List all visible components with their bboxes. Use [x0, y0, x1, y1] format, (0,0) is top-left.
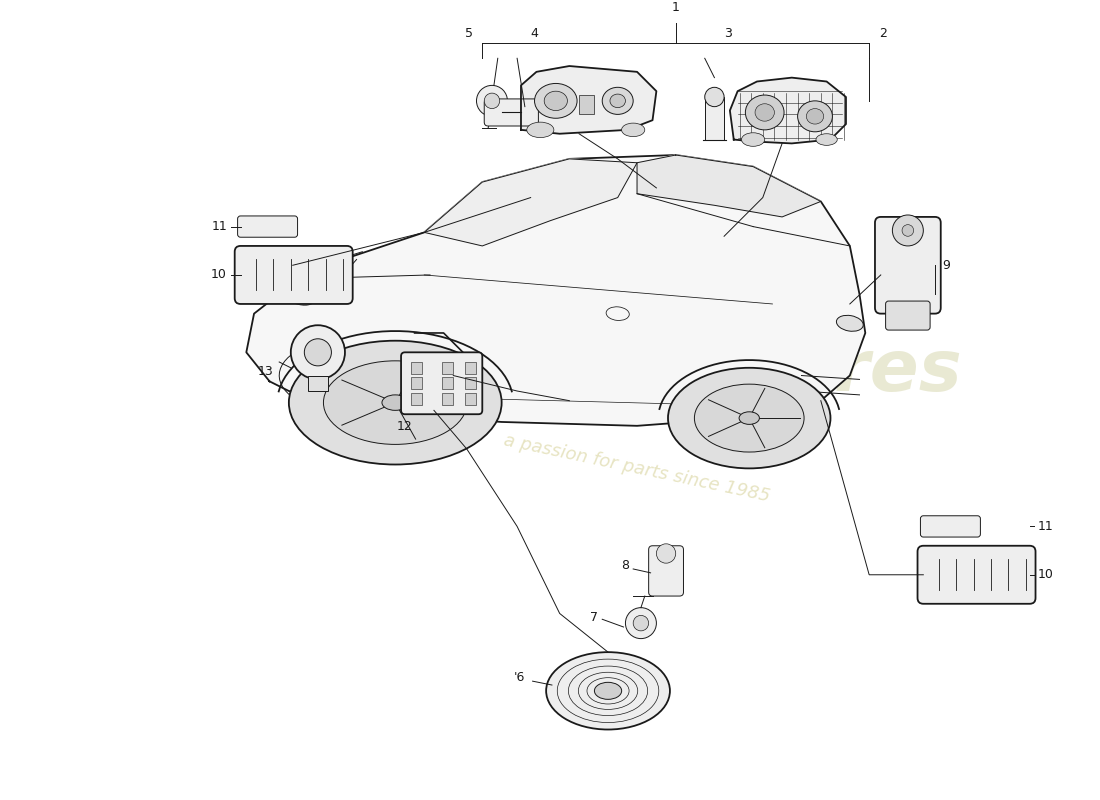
Ellipse shape	[527, 122, 554, 138]
Ellipse shape	[546, 652, 670, 730]
Bar	[410, 362, 422, 374]
FancyBboxPatch shape	[402, 352, 482, 414]
FancyBboxPatch shape	[917, 546, 1035, 604]
Text: 10: 10	[1037, 568, 1054, 582]
Ellipse shape	[816, 134, 837, 146]
Ellipse shape	[621, 123, 645, 137]
Ellipse shape	[382, 395, 408, 410]
Bar	[579, 95, 594, 114]
Text: 1: 1	[672, 1, 680, 14]
Ellipse shape	[741, 133, 764, 146]
Circle shape	[705, 87, 724, 106]
Polygon shape	[637, 155, 821, 217]
Text: 10: 10	[211, 269, 227, 282]
Polygon shape	[730, 78, 846, 143]
Circle shape	[657, 544, 675, 563]
Ellipse shape	[594, 682, 621, 699]
Polygon shape	[521, 66, 657, 134]
Text: 8: 8	[621, 558, 629, 571]
Bar	[442, 362, 453, 374]
Text: 11: 11	[211, 220, 227, 233]
Ellipse shape	[602, 87, 634, 114]
Ellipse shape	[289, 341, 502, 465]
Text: 2: 2	[879, 26, 887, 40]
Text: 3: 3	[724, 26, 732, 40]
Ellipse shape	[610, 94, 626, 108]
Circle shape	[476, 86, 507, 116]
Text: '6: '6	[514, 670, 525, 684]
Ellipse shape	[282, 283, 316, 305]
Bar	[465, 378, 476, 389]
Ellipse shape	[755, 104, 774, 121]
FancyBboxPatch shape	[874, 217, 940, 314]
Text: eurospares: eurospares	[505, 337, 962, 406]
FancyBboxPatch shape	[484, 99, 538, 126]
FancyBboxPatch shape	[921, 516, 980, 537]
Text: 7: 7	[591, 611, 598, 624]
Ellipse shape	[668, 368, 830, 468]
Bar	[465, 362, 476, 374]
Text: 9: 9	[943, 258, 950, 272]
FancyBboxPatch shape	[649, 546, 683, 596]
Bar	[465, 393, 476, 405]
Circle shape	[634, 615, 649, 631]
Bar	[410, 378, 422, 389]
FancyBboxPatch shape	[886, 301, 931, 330]
Text: 11: 11	[1037, 520, 1053, 533]
Bar	[705, 97, 724, 139]
Bar	[442, 393, 453, 405]
Ellipse shape	[836, 315, 864, 331]
Text: a passion for parts since 1985: a passion for parts since 1985	[503, 431, 772, 506]
Polygon shape	[246, 155, 866, 426]
Text: 12: 12	[397, 420, 412, 433]
Text: 5: 5	[464, 26, 473, 40]
Ellipse shape	[739, 412, 759, 424]
Ellipse shape	[798, 101, 833, 132]
Ellipse shape	[806, 109, 824, 124]
Circle shape	[305, 338, 331, 366]
Ellipse shape	[746, 95, 784, 130]
Circle shape	[626, 608, 657, 638]
Ellipse shape	[535, 83, 578, 118]
Bar	[308, 375, 328, 391]
Ellipse shape	[323, 361, 468, 444]
Text: 4: 4	[530, 26, 539, 40]
Circle shape	[892, 215, 923, 246]
Bar	[442, 378, 453, 389]
Circle shape	[902, 225, 914, 236]
Circle shape	[290, 326, 345, 379]
FancyBboxPatch shape	[238, 216, 298, 238]
Ellipse shape	[694, 384, 804, 452]
Ellipse shape	[544, 91, 568, 110]
FancyBboxPatch shape	[234, 246, 353, 304]
Bar	[410, 393, 422, 405]
Polygon shape	[425, 159, 637, 246]
Circle shape	[484, 93, 499, 109]
Text: 13: 13	[257, 365, 274, 378]
